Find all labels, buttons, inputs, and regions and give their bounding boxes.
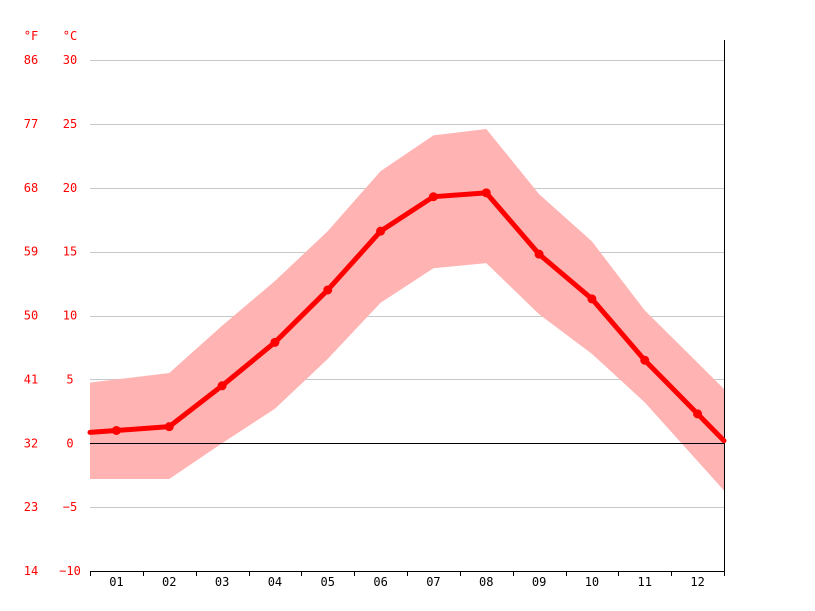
y-tick-label-c: 15	[63, 245, 77, 259]
y-tick-label-f: 41	[24, 372, 38, 386]
y-tick-label-c: 20	[63, 181, 77, 195]
fahrenheit-unit-label: °F	[24, 29, 38, 43]
y-tick-label-f: 77	[24, 117, 38, 131]
x-axis-labels: 01 02 03 04 05 06 07 08 09 10 11 12	[109, 575, 705, 589]
y-tick-label-c: 25	[63, 117, 77, 131]
y-tick-label-f: 14	[24, 564, 38, 578]
x-tick-label: 11	[638, 575, 652, 589]
data-point	[323, 285, 333, 295]
data-point	[481, 188, 491, 198]
y-tick-label-c: −10	[59, 564, 81, 578]
y-tick-label-f: 32	[24, 436, 38, 450]
x-tick-label: 12	[690, 575, 704, 589]
y-tick-label-c: 30	[63, 53, 77, 67]
x-tick-label: 02	[162, 575, 176, 589]
average-temperature-line	[87, 190, 727, 444]
x-tick-label: 09	[532, 575, 546, 589]
data-point	[428, 192, 438, 202]
temperature-range-band	[90, 128, 724, 491]
data-point	[534, 249, 544, 259]
data-point	[111, 425, 121, 435]
celsius-unit-label: °C	[63, 29, 77, 43]
x-tick-label: 07	[426, 575, 440, 589]
data-point	[376, 226, 386, 236]
x-tick-label: 10	[585, 575, 599, 589]
y-tick-label-c: 0	[66, 436, 73, 450]
x-tick-label: 08	[479, 575, 493, 589]
y-tick-label-c: 10	[63, 309, 77, 323]
y-tick-label-f: 50	[24, 309, 38, 323]
y-tick-label-c: 5	[66, 372, 73, 386]
y-axis-labels: −10 14 −5 23 0 32 5 41 10 50 15 59 20 68 25 77 30 86	[24, 53, 81, 578]
y-tick-label-f: 68	[24, 181, 38, 195]
y-tick-label-f: 23	[24, 500, 38, 514]
data-point	[164, 422, 174, 432]
x-tick-label: 06	[373, 575, 387, 589]
data-point	[693, 409, 703, 419]
x-axis-ticks	[90, 571, 725, 576]
x-tick-label: 01	[109, 575, 123, 589]
data-point	[587, 294, 597, 304]
x-tick-label: 04	[268, 575, 282, 589]
data-point	[217, 381, 227, 391]
average-temperature-points	[111, 188, 703, 435]
y-tick-label-c: −5	[63, 500, 77, 514]
y-tick-label-f: 86	[24, 53, 38, 67]
data-point	[640, 355, 650, 365]
x-tick-label: 03	[215, 575, 229, 589]
x-tick-label: 05	[321, 575, 335, 589]
data-point	[270, 337, 280, 347]
y-tick-label-f: 59	[24, 245, 38, 259]
